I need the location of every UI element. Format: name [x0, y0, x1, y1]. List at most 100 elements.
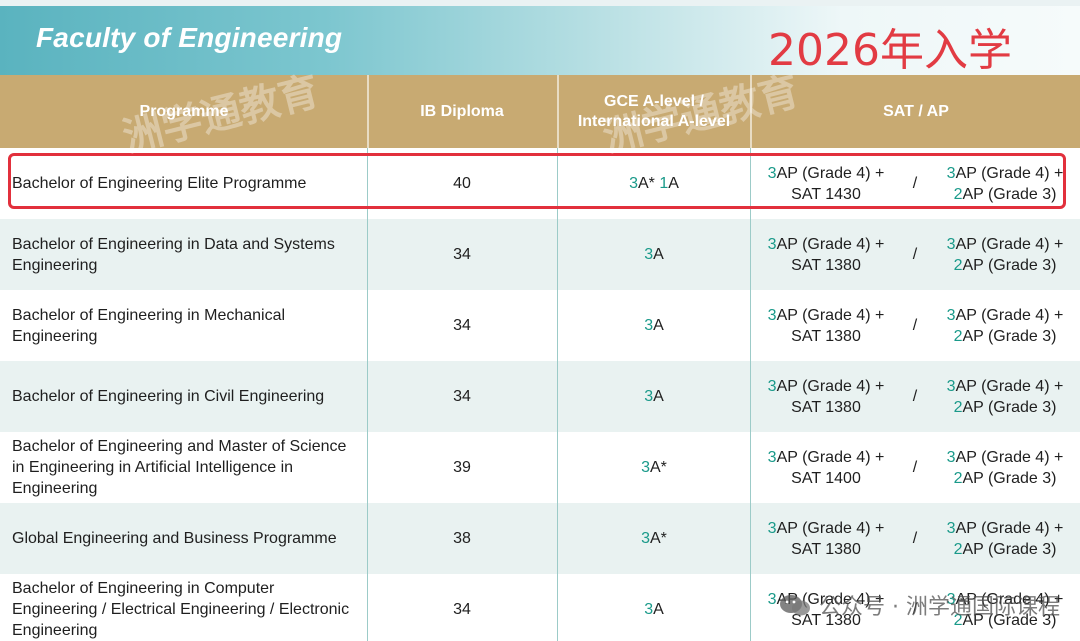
gce-requirement: 3 A*: [558, 503, 750, 574]
gce-count: 3: [644, 245, 654, 263]
or-separator: /: [912, 458, 918, 476]
column-divider: [367, 148, 368, 641]
ap-count: 3: [767, 519, 777, 537]
ap-grade: AP (Grade 4) +: [955, 235, 1064, 253]
or-separator: /: [912, 387, 918, 405]
ap-grade: AP (Grade 4) +: [776, 235, 885, 253]
programme-name: Bachelor of Engineering in Mechanical En…: [12, 306, 286, 345]
ap-grade: AP (Grade 3): [962, 398, 1057, 416]
ap-grade: AP (Grade 4) +: [955, 164, 1064, 182]
table-row: Bachelor of Engineering in Data and Syst…: [0, 219, 1080, 290]
ap-grade: AP (Grade 4) +: [776, 306, 885, 324]
ap-count: 3: [767, 448, 777, 466]
gce-grade: A*: [650, 529, 667, 547]
ap-grade: AP (Grade 4) +: [955, 590, 1064, 608]
gce-grade: A: [653, 600, 664, 618]
ap-count: 3: [946, 235, 956, 253]
table-row: Global Engineering and Business Programm…: [0, 503, 1080, 574]
gce-grade: A*: [650, 458, 667, 476]
header-ib-diploma: IB Diploma: [420, 102, 504, 120]
ib-score: 39: [453, 458, 471, 476]
ap-grade: AP (Grade 4) +: [955, 448, 1064, 466]
gce-count: 3: [629, 174, 638, 192]
ap-count: 2: [953, 469, 963, 487]
ap-grade: AP (Grade 3): [962, 611, 1057, 629]
wechat-icon: [780, 595, 811, 616]
ap-count: 2: [953, 256, 963, 274]
ap-grade: AP (Grade 3): [962, 256, 1057, 274]
sat-requirement: 3AP (Grade 4) + SAT 1380: [752, 219, 900, 290]
ap-grade: AP (Grade 4) +: [776, 377, 885, 395]
sat-score: SAT 1430: [791, 185, 861, 203]
ap-requirement: 3AP (Grade 4) + 2AP (Grade 3): [930, 432, 1080, 503]
gce-grade: A: [653, 316, 664, 334]
sat-score: SAT 1380: [791, 256, 861, 274]
or-separator: /: [912, 174, 918, 192]
ap-count: 3: [767, 235, 777, 253]
ap-requirement: 3AP (Grade 4) + 2AP (Grade 3): [930, 148, 1080, 219]
ap-grade: AP (Grade 3): [962, 540, 1057, 558]
sat-score: SAT 1400: [791, 469, 861, 487]
header-divider: [557, 75, 559, 148]
gce-count: 3: [641, 458, 650, 476]
ap-count: 2: [953, 540, 963, 558]
table-row: Bachelor of Engineering and Master of Sc…: [0, 432, 1080, 503]
ap-requirement: 3AP (Grade 4) + 2AP (Grade 3): [930, 503, 1080, 574]
gce-grade: A*: [637, 174, 660, 192]
gce-count: 3: [644, 316, 654, 334]
table-row: Bachelor of Engineering in Civil Enginee…: [0, 361, 1080, 432]
programme-name: Bachelor of Engineering in Civil Enginee…: [12, 388, 325, 405]
ap-grade: AP (Grade 4) +: [776, 519, 885, 537]
ib-score: 38: [453, 529, 471, 547]
programme-name: Global Engineering and Business Programm…: [12, 530, 337, 547]
ap-count: 3: [946, 519, 956, 537]
ap-count: 3: [767, 377, 777, 395]
ap-grade: AP (Grade 3): [962, 327, 1057, 345]
ap-grade: AP (Grade 3): [962, 185, 1057, 203]
ap-count: 3: [767, 306, 777, 324]
ap-grade: AP (Grade 4) +: [776, 448, 885, 466]
or-separator: /: [912, 245, 918, 263]
header-gce-line1: GCE A-level /: [604, 92, 704, 110]
programme-name: Bachelor of Engineering in Data and Syst…: [12, 235, 335, 274]
sat-requirement: 3AP (Grade 4) + SAT 1380: [752, 503, 900, 574]
table-row: Bachelor of Engineering in Computer Engi…: [0, 574, 1080, 641]
gce-count: 1: [659, 174, 669, 192]
header-divider: [367, 75, 369, 148]
or-separator: /: [912, 316, 918, 334]
ib-score: 34: [453, 245, 471, 263]
gce-grade: A: [653, 387, 664, 405]
ib-score: 34: [453, 600, 471, 618]
or-separator: /: [912, 529, 918, 547]
programme-name: Bachelor of Engineering in Computer Engi…: [12, 580, 350, 639]
programme-name: Bachelor of Engineering Elite Programme: [12, 175, 307, 192]
ap-count: 2: [953, 185, 963, 203]
gce-grade: A: [653, 245, 664, 263]
ap-count: 3: [946, 448, 956, 466]
wechat-attribution: 公众号 · 洲学通国际课程: [779, 589, 1060, 621]
ap-count: 2: [953, 611, 963, 629]
title-band: Faculty of Engineering 2026年入学: [0, 0, 1080, 75]
ap-count: 3: [946, 306, 956, 324]
programme-name: Bachelor of Engineering and Master of Sc…: [12, 438, 347, 497]
ap-count: 2: [953, 327, 963, 345]
column-divider: [750, 148, 751, 641]
intake-year-label: 2026年入学: [768, 25, 1012, 76]
sat-score: SAT 1380: [791, 540, 861, 558]
ap-count: 2: [953, 398, 963, 416]
gce-count: 3: [644, 600, 654, 618]
gce-requirement: 3 A*: [558, 432, 750, 503]
or-separator: /: [912, 600, 918, 618]
gce-grade: A: [668, 174, 679, 192]
ap-count: 3: [767, 590, 777, 608]
wechat-label: 公众号 · 洲学通国际课程: [819, 595, 1060, 620]
sat-requirement: 3AP (Grade 4) + SAT 1400: [752, 432, 900, 503]
ap-grade: AP (Grade 4) +: [776, 164, 885, 182]
ap-grade: AP (Grade 4) +: [955, 377, 1064, 395]
sat-requirement: 3AP (Grade 4) + SAT 1380: [752, 361, 900, 432]
ap-requirement: 3AP (Grade 4) + 2AP (Grade 3): [930, 219, 1080, 290]
